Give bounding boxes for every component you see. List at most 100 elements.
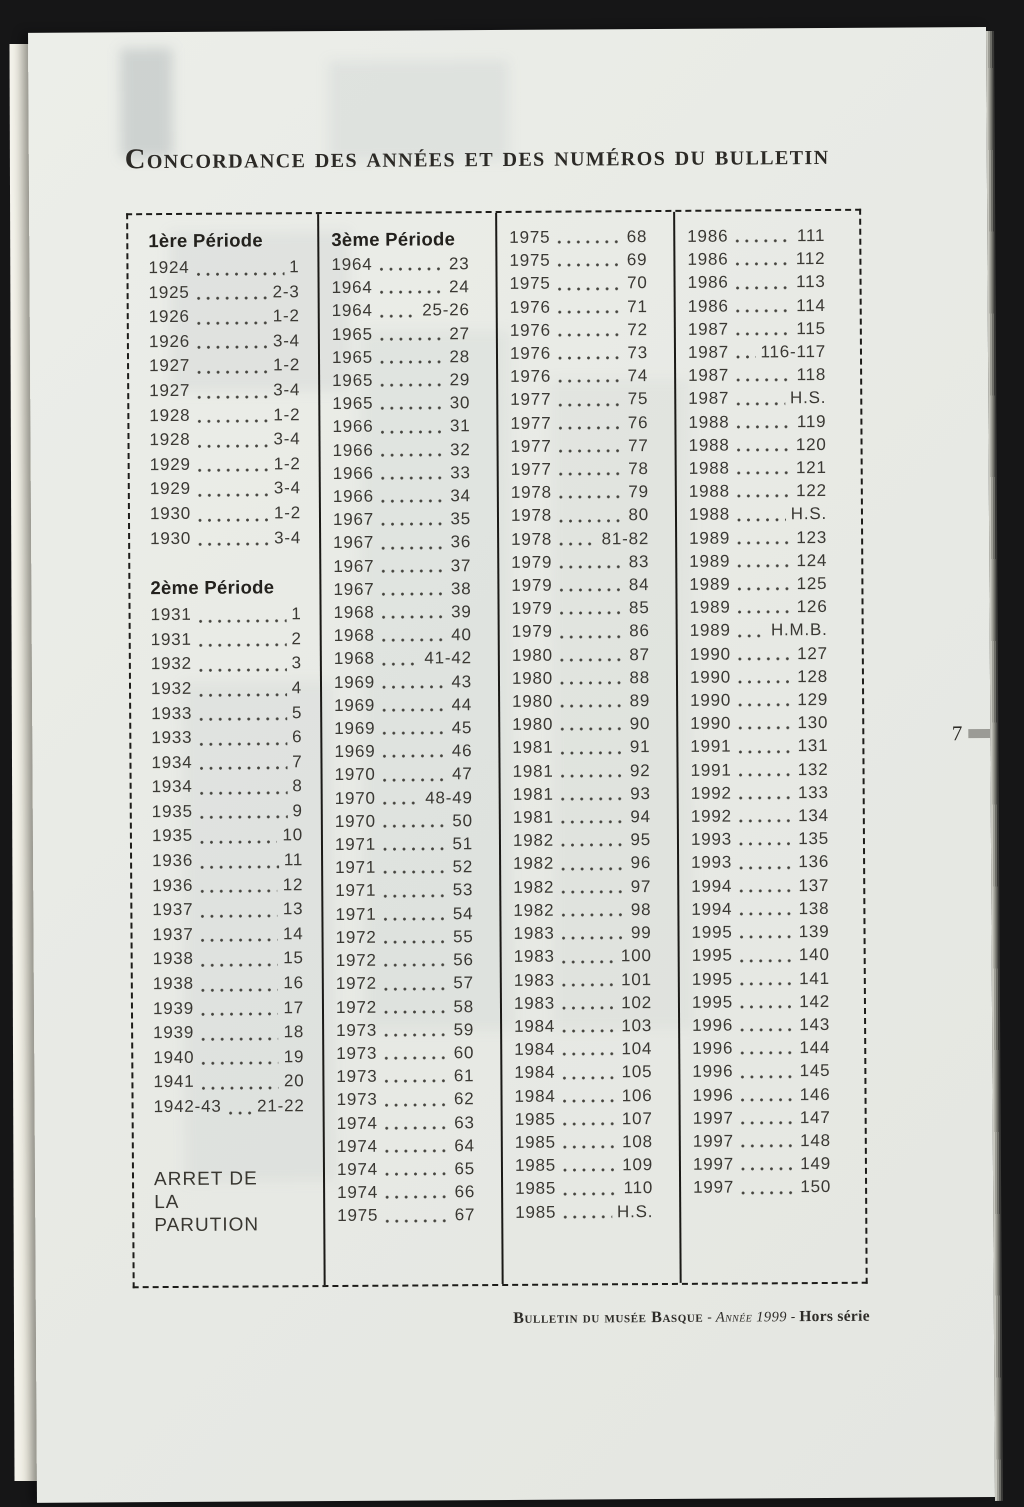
table-row: 1971 53: [335, 879, 473, 903]
table-row: 1979 86: [512, 620, 650, 644]
entry-number: 97: [630, 876, 652, 896]
table-row: 1975 67: [337, 1203, 475, 1227]
entry-year: 1992: [690, 806, 732, 826]
dot-leader: [735, 332, 792, 336]
table-row: 1967 36: [333, 531, 471, 555]
show-through-smudge: [120, 47, 173, 159]
table-row: 1975 68: [509, 225, 647, 249]
entry-number: 130: [797, 713, 829, 733]
entry-year: 1993: [690, 829, 733, 850]
entry-year: 1976: [510, 366, 552, 387]
dot-leader: [201, 1061, 279, 1066]
table-row: 1972 56: [336, 948, 474, 972]
table-row: 1970 48-49: [335, 786, 473, 810]
table-row: 1968 41-42: [334, 647, 472, 671]
entry-year: 1939: [152, 998, 195, 1018]
table-row: 1980 89: [512, 689, 650, 713]
dot-leader: [558, 472, 624, 476]
entry-year: 1969: [334, 718, 376, 739]
table-row: 1995 140: [692, 943, 830, 967]
entry-number: 93: [630, 783, 651, 804]
dot-leader: [199, 692, 287, 697]
entry-number: 10: [282, 825, 303, 845]
entry-number: 19: [283, 1046, 305, 1067]
dot-leader: [380, 429, 445, 434]
entry-year: 1973: [336, 1043, 378, 1063]
table-column-3: 1975 68 1975 69 1975 70 1976 71 1976 72 1976 73 1976…: [495, 211, 680, 1284]
entry-year: 1990: [690, 713, 732, 734]
dot-leader: [738, 703, 793, 707]
table-row: 1990 127: [690, 642, 828, 666]
entry-number: 111: [796, 225, 826, 246]
entry-number: 58: [453, 996, 475, 1016]
entry-number: 29: [449, 370, 471, 390]
entry-year: 1964: [331, 301, 373, 321]
entry-number: 76: [627, 412, 649, 432]
dot-leader: [563, 1215, 613, 1219]
table-row: 1966 31: [332, 415, 470, 439]
table-row: 1933 5: [151, 701, 302, 727]
dot-leader: [737, 587, 792, 591]
page-footer: Bulletin du musée Basque - Année 1999 - …: [513, 1308, 870, 1328]
dot-leader: [559, 588, 624, 592]
dot-leader: [738, 749, 793, 754]
entry-number: 83: [628, 551, 650, 572]
table-row: 1965 28: [332, 345, 470, 369]
dot-leader: [562, 1075, 617, 1080]
table-row: 1995 139: [691, 920, 829, 944]
table-row: 1939 17: [153, 996, 304, 1022]
table-row: 1964 25-26: [332, 299, 470, 323]
entry-number: 43: [451, 671, 473, 691]
entry-number: 98: [630, 899, 652, 920]
entry-year: 1994: [691, 876, 733, 896]
entry-number: 36: [450, 532, 472, 552]
entry-number: 16: [283, 973, 304, 993]
table-row: 1991 132: [690, 758, 828, 782]
dot-leader: [379, 314, 418, 318]
dot-leader: [559, 611, 625, 616]
entry-year: 1983: [513, 970, 555, 990]
dot-leader: [736, 425, 792, 429]
dot-leader: [559, 658, 625, 662]
dot-leader: [736, 448, 791, 452]
table-row: 1974 64: [337, 1134, 475, 1158]
entry-year: 1990: [689, 667, 732, 687]
table-row: 1988 119: [688, 410, 826, 434]
table-row: 1996 145: [692, 1059, 830, 1083]
dot-leader: [381, 638, 447, 643]
table-row: 1971 54: [335, 902, 473, 926]
entry-number: 3-4: [274, 527, 302, 547]
footer-series: Hors série: [799, 1307, 870, 1326]
entry-year: 1967: [332, 509, 375, 530]
dot-leader: [383, 847, 448, 851]
entry-year: 1929: [149, 454, 191, 474]
table-row: 1985 109: [515, 1153, 653, 1177]
entry-number: 121: [795, 458, 827, 478]
dot-leader: [560, 820, 626, 824]
entry-number: 127: [796, 643, 828, 663]
entry-number: 57: [453, 973, 474, 993]
entry-year: 1976: [509, 343, 552, 363]
table-row: 1982 98: [513, 898, 651, 922]
dot-leader: [379, 290, 445, 295]
dot-leader: [741, 1190, 796, 1195]
table-row: 1982 95: [513, 828, 651, 852]
dot-leader: [739, 842, 794, 847]
dot-leader: [198, 619, 287, 623]
entry-number: 72: [627, 319, 648, 340]
entry-year: 1975: [509, 250, 551, 271]
entry-number: 1-2: [273, 404, 301, 424]
table-row: 1981 93: [513, 782, 651, 806]
entry-number: 85: [628, 598, 650, 618]
entry-number: H.S.: [616, 1201, 654, 1221]
dot-leader: [381, 569, 446, 573]
entry-number: 1-2: [272, 306, 300, 326]
entry-number: 129: [797, 690, 829, 710]
entry-number: 146: [799, 1084, 831, 1104]
dot-leader: [196, 345, 268, 350]
entry-number: 84: [628, 575, 650, 595]
table-row: 1987 116-117: [688, 340, 826, 364]
table-row: 1989 123: [689, 526, 827, 550]
entry-number: 141: [798, 968, 830, 988]
entry-year: 1981: [512, 784, 554, 804]
